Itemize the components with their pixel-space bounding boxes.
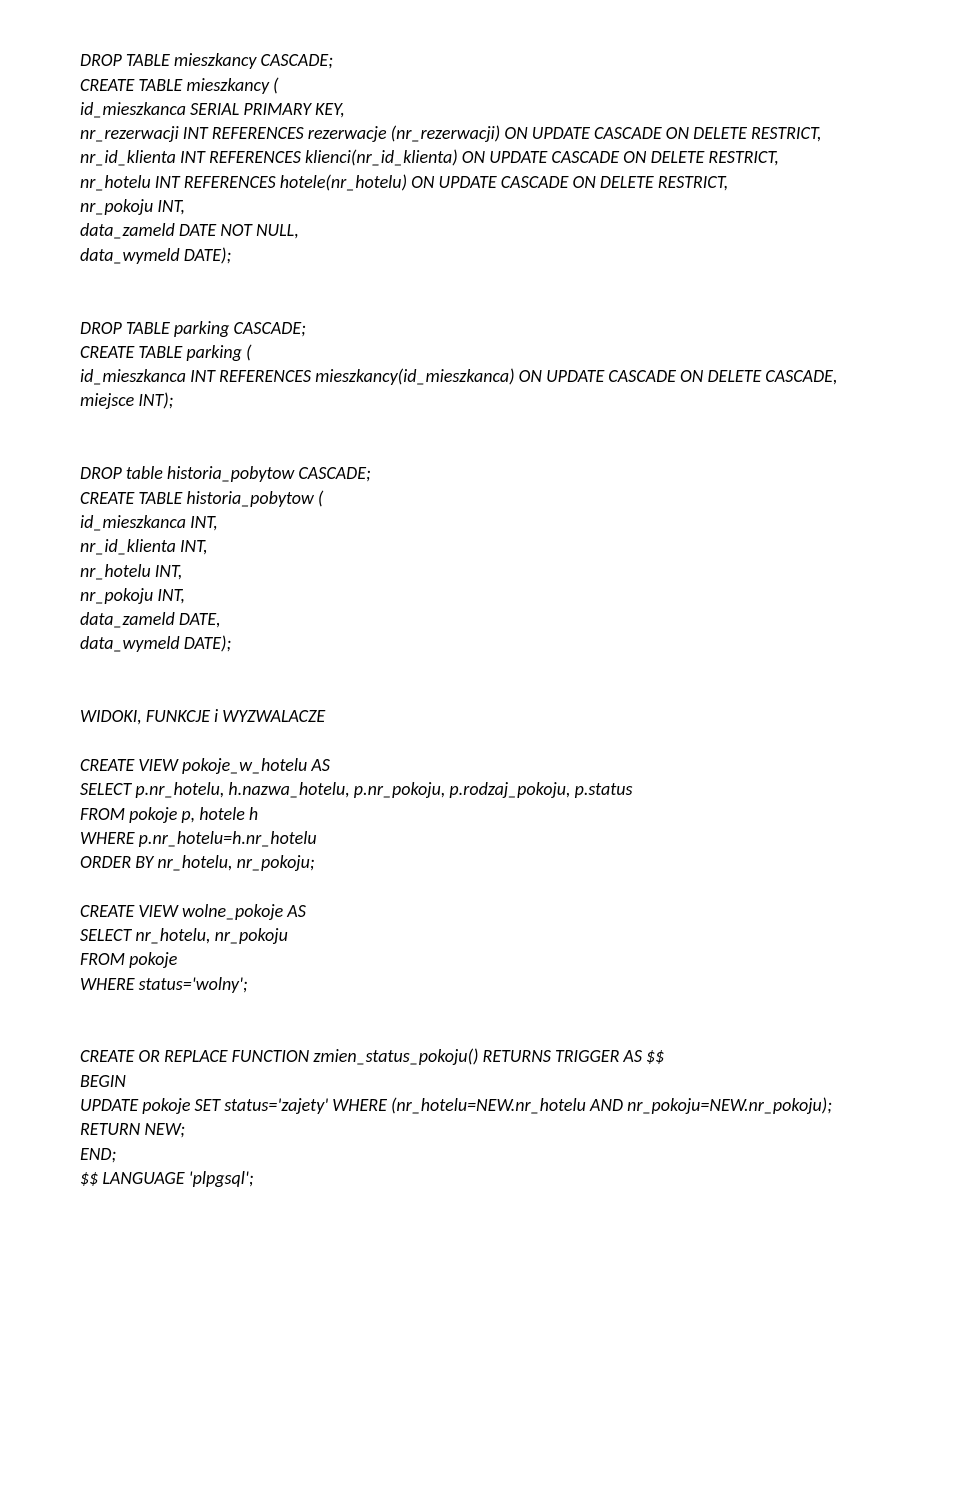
code-block-16: CREATE OR REPLACE FUNCTION zmien_status_… [80, 1045, 832, 1188]
code-block-9: WIDOKI, FUNKCJE i WYZWALACZE [80, 705, 325, 727]
code-block-6: DROP table historia_pobytow CASCADE; CRE… [80, 462, 371, 654]
code-block-11: CREATE VIEW pokoje_w_hotelu AS SELECT p.… [80, 754, 633, 873]
code-block-13: CREATE VIEW wolne_pokoje AS SELECT nr_ho… [80, 900, 306, 995]
code-block-3: DROP TABLE parking CASCADE; CREATE TABLE… [80, 317, 837, 412]
document-page: DROP TABLE mieszkancy CASCADE; CREATE TA… [0, 0, 960, 1485]
code-block-0: DROP TABLE mieszkancy CASCADE; CREATE TA… [80, 49, 821, 265]
